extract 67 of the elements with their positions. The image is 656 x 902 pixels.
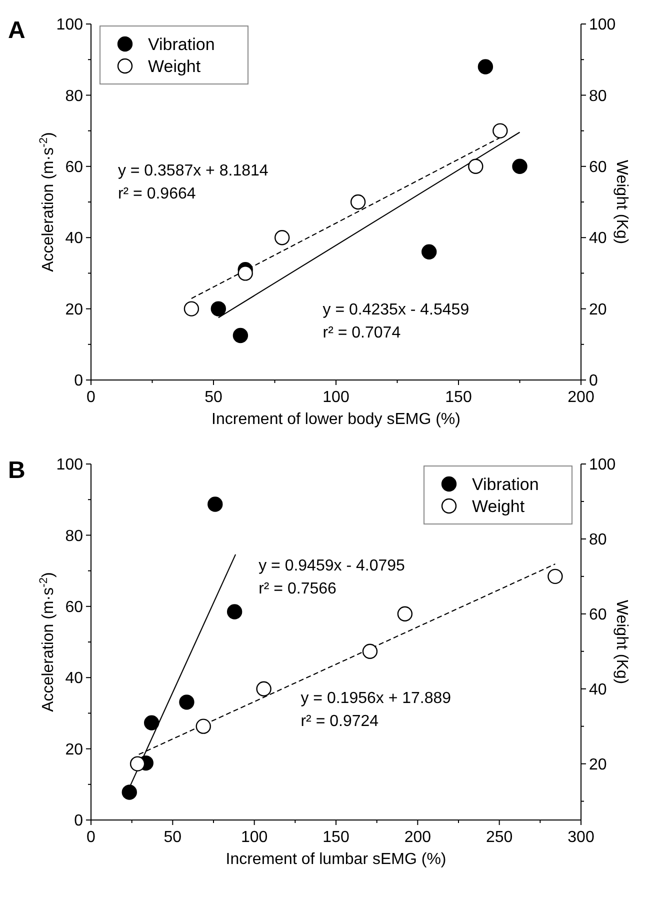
y2-tick-label: 100 — [589, 16, 616, 34]
x-tick-label: 0 — [86, 389, 96, 406]
y-tick-label: 80 — [65, 88, 84, 105]
point — [144, 715, 160, 730]
point — [122, 784, 137, 800]
y2-tick-label: 20 — [589, 756, 607, 774]
y-tick-label: 20 — [65, 741, 84, 758]
y2-tick-label: 40 — [589, 681, 607, 698]
y2-tick-label: 80 — [589, 88, 607, 105]
y-tick-label: 100 — [56, 456, 84, 474]
legend-label: Weight — [472, 496, 525, 516]
x-tick-label: 0 — [86, 829, 96, 846]
point — [210, 301, 226, 316]
y2-tick-label: 0 — [589, 372, 598, 390]
point — [208, 496, 223, 512]
y2-tick-label: 100 — [589, 456, 616, 474]
annotation: r² = 0.7566 — [258, 580, 337, 598]
point — [362, 644, 378, 659]
y2-axis-title: Weight (Kg) — [613, 160, 630, 244]
x-tick-label: 100 — [322, 389, 350, 406]
x-tick-label: 150 — [445, 389, 472, 406]
point — [232, 328, 248, 344]
annotation: r² = 0.7074 — [322, 324, 401, 342]
y2-tick-label: 40 — [589, 230, 607, 248]
point — [196, 718, 211, 734]
annotation: r² = 0.9724 — [300, 712, 379, 730]
y-tick-label: 80 — [65, 528, 84, 545]
y-tick-label: 0 — [74, 812, 84, 830]
y-tick-label: 60 — [65, 599, 84, 616]
y-tick-label: 20 — [65, 301, 84, 318]
x-tick-label: 200 — [568, 389, 594, 406]
x-tick-label: 250 — [486, 829, 513, 846]
annotation: r² = 0.9664 — [118, 186, 196, 203]
y-tick-label: 0 — [74, 372, 84, 390]
point — [422, 244, 437, 260]
x-tick-label: 200 — [404, 829, 432, 846]
annotation: y = 0.1956x + 17.889 — [300, 690, 452, 707]
point — [130, 756, 146, 772]
y-tick-label: 40 — [65, 670, 84, 688]
x-axis-title: Increment of lower body sEMG (%) — [212, 411, 460, 428]
x-tick-label: 50 — [204, 389, 222, 406]
x-tick-label: 300 — [568, 829, 594, 846]
legend-label: Vibration — [148, 34, 215, 54]
point — [478, 59, 494, 74]
annotation: y = 0.3587x + 8.1814 — [118, 162, 268, 180]
point — [226, 604, 242, 620]
y-tick-label: 40 — [65, 230, 84, 248]
chart-title: A — [8, 17, 26, 44]
y2-tick-label: 60 — [589, 159, 607, 176]
legend-label: Vibration — [472, 474, 539, 494]
x-axis-title: Increment of lumbar sEMG (%) — [226, 851, 446, 868]
x-tick-label: 50 — [164, 829, 182, 846]
point — [238, 266, 253, 281]
point — [179, 694, 194, 710]
y-tick-label: 60 — [65, 159, 84, 176]
y2-tick-label: 60 — [589, 606, 607, 624]
annotation: y = 0.4235x - 4.5459 — [322, 301, 470, 318]
y2-tick-label: 80 — [589, 532, 607, 549]
chart-title: B — [8, 457, 26, 484]
y-tick-label: 100 — [56, 16, 84, 34]
point — [512, 158, 528, 174]
annotation: y = 0.9459x - 4.0795 — [258, 557, 406, 574]
y2-axis-title: Weight (Kg) — [613, 600, 630, 684]
legend-label: Weight — [148, 56, 201, 76]
y2-tick-label: 20 — [589, 301, 607, 318]
x-tick-label: 100 — [240, 829, 268, 846]
x-tick-label: 150 — [322, 829, 350, 846]
